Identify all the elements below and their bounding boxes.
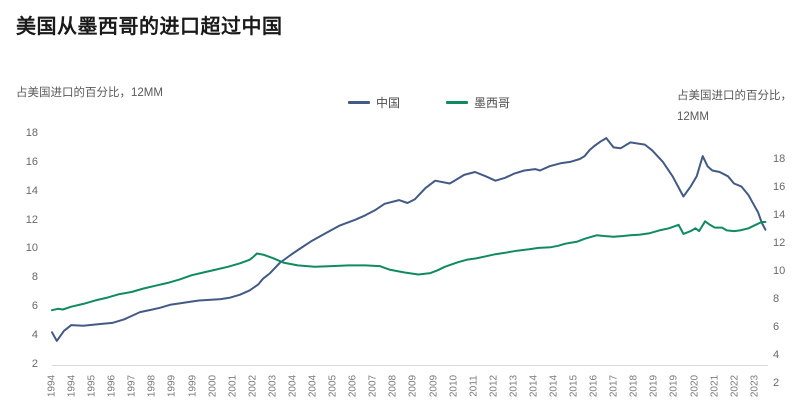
left-y-tick-label: 12 [25, 213, 38, 226]
left-y-tick-label: 10 [25, 242, 38, 255]
right-y-tick-label: 14 [773, 209, 786, 221]
legend-label-china: 中国 [376, 96, 401, 110]
left-y-tick-label: 18 [25, 127, 38, 139]
right-y-tick-label: 12 [773, 237, 786, 249]
legend-label-mexico: 墨西哥 [474, 96, 511, 110]
right-y-tick-label: 2 [773, 377, 780, 389]
left-axis-caption: 占美国进口的百分比，12MM [16, 87, 163, 99]
legend: 中国 墨西哥 [348, 94, 510, 111]
right-y-tick-label: 10 [773, 265, 786, 277]
left-y-tick-label: 2 [31, 357, 38, 370]
right-y-tick-label: 16 [773, 181, 786, 193]
legend-item-mexico: 墨西哥 [446, 94, 510, 111]
left-y-tick-label: 16 [25, 155, 38, 168]
chart-title: 美国从墨西哥的进口超过中国 [16, 16, 283, 38]
right-y-tick-label: 4 [773, 349, 780, 361]
right-axis-caption-line2: 12MM [677, 111, 709, 123]
right-y-tick-label: 6 [773, 321, 780, 333]
mexico-line [51, 220, 767, 312]
china-line [51, 137, 767, 342]
left-y-tick-label: 14 [25, 184, 38, 197]
left-y-tick-label: 8 [31, 271, 38, 284]
right-axis-caption: 占美国进口的百分比， 12MM [677, 86, 797, 128]
left-y-tick-label: 6 [31, 300, 38, 313]
right-y-tick-label: 18 [773, 153, 786, 165]
right-y-tick-label: 8 [773, 293, 780, 305]
legend-item-china: 中国 [348, 94, 400, 111]
left-y-tick-label: 4 [31, 329, 38, 342]
x-axis-line [52, 365, 768, 366]
china-line-swatch [348, 101, 370, 104]
mexico-line-swatch [446, 101, 469, 104]
right-axis-caption-line1: 占美国进口的百分比， [677, 90, 792, 102]
